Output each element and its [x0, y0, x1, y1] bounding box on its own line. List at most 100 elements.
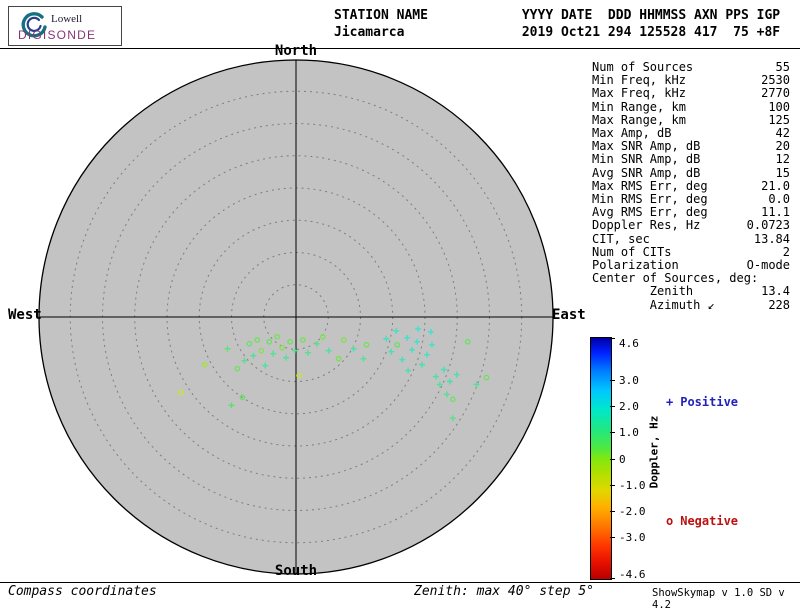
stat-row: Max SNR Amp, dB 20 [592, 140, 790, 153]
colorbar-tick-label: 2.0 [619, 400, 639, 414]
logo-lowell-text: Lowell [51, 13, 83, 25]
stats-panel: Num of Sources 55 Min Freq, kHz 2530 Max Fre… [592, 60, 790, 312]
source-point-positive [440, 366, 447, 373]
source-point-positive [283, 354, 290, 361]
stat-label: Max SNR Amp, dB [592, 139, 701, 154]
stat-row: Num of Sources 55 [592, 60, 790, 74]
stat-value: 0.0723 [746, 218, 790, 233]
colorbar-tick-label: -4.6 [619, 568, 646, 581]
source-point-positive [453, 371, 460, 378]
stat-label: CIT, sec [592, 231, 650, 246]
lowell-digisonde-logo: Lowell DIGISONDE [8, 6, 122, 46]
doppler-axis-label: Doppler, Hz [647, 415, 661, 489]
source-point-negative [464, 338, 471, 345]
stat-label: Avg RMS Err, deg [592, 205, 708, 220]
legend-negative-label: Negative [680, 514, 739, 528]
stat-row: Polarization O-mode [592, 258, 790, 272]
compass-label-west: West [8, 307, 42, 323]
stat-value: 0.0 [768, 192, 790, 207]
stat-value: 20 [775, 139, 790, 154]
source-point-negative [274, 333, 281, 340]
source-point-negative [178, 389, 184, 396]
source-point-positive [443, 391, 450, 398]
stat-row: Min Freq, kHz 2530 [592, 74, 790, 87]
source-point-negative [340, 336, 347, 343]
source-point-positive [262, 362, 269, 369]
stat-value: 2 [782, 244, 790, 259]
stat-value: 13.84 [753, 231, 790, 246]
stat-row: Avg SNR Amp, dB 15 [592, 165, 790, 180]
digisonde-swoosh-icon [21, 12, 47, 38]
source-point-negative [319, 333, 326, 340]
stat-label: Zenith [592, 284, 694, 299]
source-point-positive [428, 341, 435, 348]
doppler-colorbar [590, 337, 612, 580]
source-point-positive [414, 338, 421, 345]
stat-value: 228 [768, 297, 790, 312]
stat-value: 13.4 [761, 284, 790, 299]
source-point-positive [383, 335, 390, 342]
source-point-positive [409, 346, 416, 353]
logo-digisonde-text: DIGISONDE [18, 28, 97, 42]
legend-positive-label: Positive [680, 395, 739, 409]
header-row-labels: STATION NAME YYYY DATE DDD HHMMSS AXN PP… [334, 8, 781, 23]
stat-row: Max Range, km 125 [592, 112, 790, 127]
stat-label: Azimuth ↙ [592, 297, 715, 312]
stat-label: Num of CITs [592, 244, 672, 259]
footer-zenith-scale-note: Zenith: max 40° step 5° [414, 584, 595, 599]
doppler-colorbar-gradient [591, 338, 611, 579]
stat-row: Min SNR Amp, dB 12 [592, 153, 790, 166]
stat-row: CIT, sec 13.84 [592, 231, 790, 246]
source-point-negative [363, 341, 370, 348]
colorbar-tick-label: 0 [619, 452, 626, 466]
stat-label: Center of Sources, deg: [592, 271, 759, 286]
stat-label: Avg SNR Amp, dB [592, 165, 701, 180]
stat-label: Doppler Res, Hz [592, 218, 701, 233]
source-point-positive [399, 356, 406, 363]
colorbar-tick-label: 1.0 [619, 426, 639, 440]
source-point-negative [234, 365, 241, 372]
skymap-plot [38, 59, 554, 575]
source-point-negative [246, 340, 253, 347]
stat-label: Max RMS Err, deg [592, 178, 708, 193]
stat-row: Avg RMS Err, deg 11.1 [592, 206, 790, 219]
source-points [178, 325, 490, 422]
source-point-negative [296, 372, 302, 379]
footer-coordinates-note: Compass coordinates [8, 584, 157, 599]
plus-symbol-icon: + [666, 395, 674, 409]
stat-value: 125 [768, 112, 790, 127]
colorbar-tick-mark [610, 510, 615, 512]
colorbar-tick-mark [610, 406, 615, 408]
stat-label: Max Amp, dB [592, 126, 672, 141]
stat-row: Max Freq, kHz 2770 [592, 87, 790, 100]
source-point-positive [250, 352, 257, 359]
colorbar-tick-label: 4.6 [619, 337, 639, 350]
stat-label: Min Freq, kHz [592, 73, 686, 88]
stat-row: Min RMS Err, deg 0.0 [592, 192, 790, 207]
source-point-positive [424, 351, 430, 358]
source-point-positive [405, 367, 412, 374]
legend-negative: o Negative [666, 514, 738, 528]
source-point-positive [446, 378, 453, 385]
header-divider [0, 48, 800, 49]
source-point-negative [287, 338, 293, 345]
source-point-positive [360, 355, 367, 362]
source-point-negative [300, 336, 306, 343]
stat-value: 2770 [761, 86, 790, 101]
source-point-positive [473, 381, 480, 388]
footer-divider [0, 582, 800, 583]
stat-row: Center of Sources, deg: [592, 272, 790, 285]
stat-row: Max RMS Err, deg 21.0 [592, 178, 790, 193]
colorbar-tick-mark [610, 458, 615, 460]
source-point-positive [419, 361, 425, 368]
compass-label-north: North [274, 43, 318, 59]
legend-positive: + Positive [666, 395, 738, 409]
source-point-positive [393, 327, 400, 334]
source-point-positive [292, 347, 298, 354]
stat-label: Max Range, km [592, 112, 686, 127]
source-point-positive [304, 349, 311, 356]
stat-value: 15 [775, 165, 790, 180]
source-point-positive [432, 373, 439, 380]
stat-label: Num of Sources [592, 60, 694, 74]
